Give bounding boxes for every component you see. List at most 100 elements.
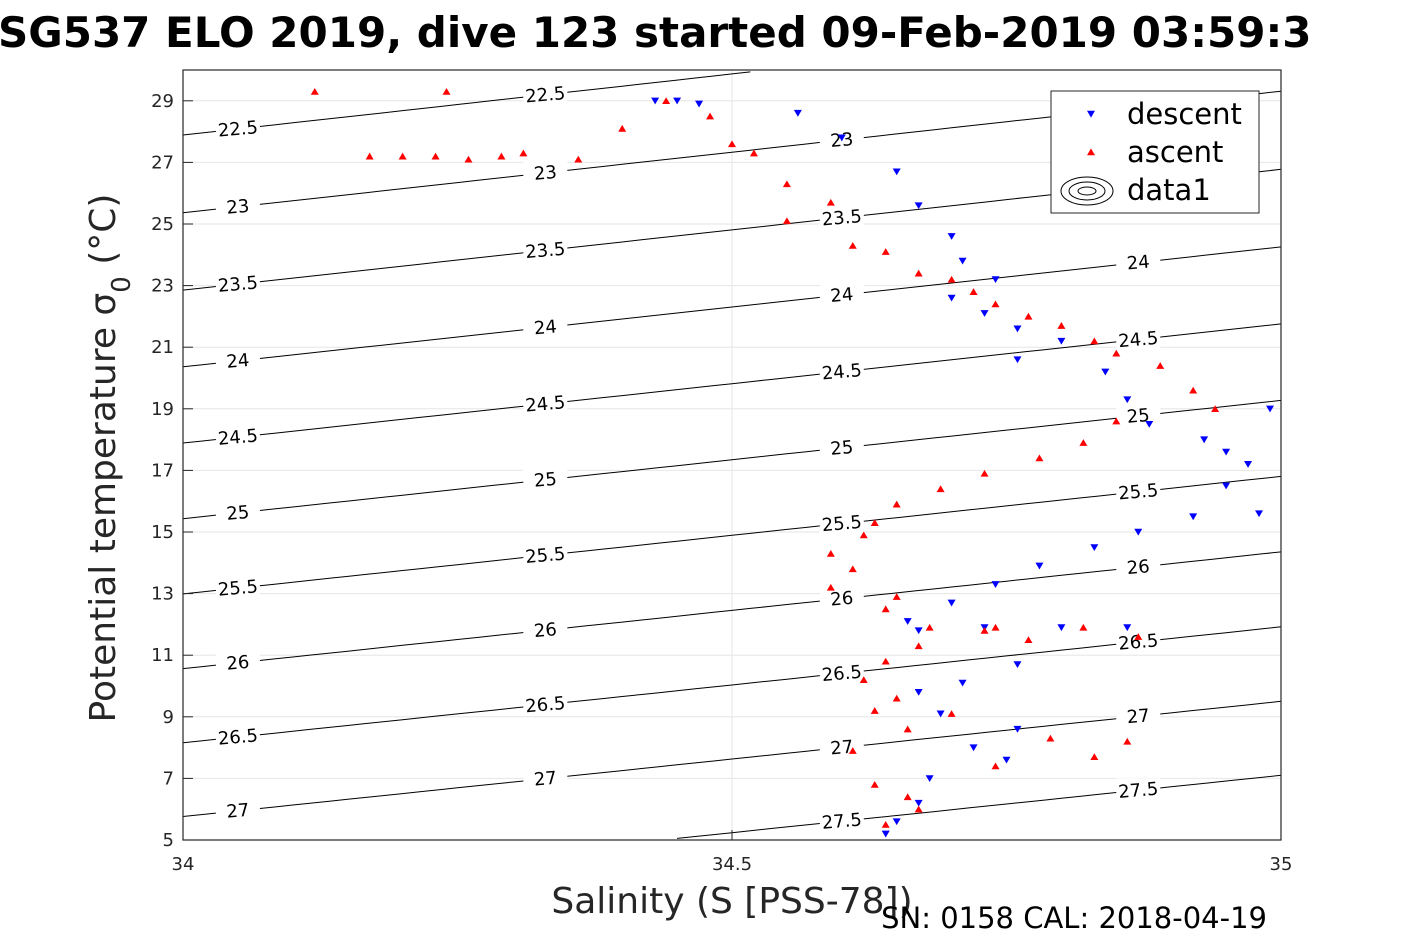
ascent-point — [892, 694, 901, 702]
contour-label: 24.5 — [525, 392, 567, 416]
contour-label-bg — [215, 725, 260, 748]
legend-contour-marker — [1077, 186, 1097, 196]
y-tick-label: 5 — [163, 830, 174, 851]
contour-label: 27.5 — [1117, 779, 1159, 803]
ascent-point — [914, 805, 923, 813]
ascent-point — [1090, 753, 1099, 761]
ascent-point — [782, 180, 791, 188]
ascent-point — [925, 623, 934, 631]
descent-point — [1035, 562, 1044, 570]
ascent-point — [1123, 737, 1132, 745]
contour-label-bg — [523, 160, 568, 183]
ascent-point — [903, 725, 912, 733]
descent-point — [1222, 448, 1231, 456]
ascent-point — [826, 549, 835, 557]
contour-label-bg — [819, 809, 864, 832]
descent-point — [958, 679, 967, 687]
y-tick-label: 7 — [163, 768, 174, 789]
y-tick-label: 25 — [151, 214, 174, 235]
descent-point — [892, 818, 901, 826]
contour-label-bg — [819, 359, 864, 382]
contour-label-bg — [215, 116, 260, 139]
ascent-point — [892, 593, 901, 600]
legend-contour-marker — [1068, 181, 1106, 201]
contour-label: 24.5 — [1117, 328, 1159, 352]
ascent-point — [662, 97, 671, 104]
contour-label: 25 — [1126, 405, 1151, 428]
legend-contour-marker — [1060, 176, 1114, 206]
descent-point — [947, 294, 956, 302]
descent-point — [936, 710, 945, 718]
contour-label-bg — [215, 194, 260, 217]
contour-label: 25.5 — [821, 512, 863, 536]
ascent-point — [1046, 734, 1055, 742]
descent-point — [914, 627, 923, 635]
contour-label-bg — [523, 238, 568, 261]
contour-line — [182, 246, 1282, 368]
legend-descent-marker — [1087, 110, 1095, 118]
y-tick-label: 29 — [151, 91, 174, 112]
contour-label-bg — [1116, 403, 1161, 426]
x-tick-label: 35 — [1270, 854, 1293, 875]
ascent-point — [464, 155, 473, 163]
ascent-point — [497, 152, 506, 160]
descent-point — [1013, 325, 1022, 333]
descent-point — [947, 233, 956, 240]
contour-label-bg — [819, 661, 864, 684]
ascent-point — [947, 275, 956, 283]
ascent-point — [706, 112, 715, 120]
contour-label-bg — [523, 315, 568, 338]
descent-point — [914, 799, 923, 807]
contour-label: 25.5 — [525, 544, 567, 568]
ascent-point — [574, 155, 583, 163]
descent-point — [793, 109, 802, 117]
descent-point — [1123, 396, 1132, 404]
contour-label: 22.5 — [217, 117, 259, 141]
contour-label-bg — [1116, 704, 1161, 727]
contour-label: 25 — [533, 469, 558, 492]
descent-point — [1244, 461, 1253, 468]
ascent-point — [914, 269, 923, 277]
ascent-point — [749, 149, 758, 157]
ascent-point — [859, 676, 868, 684]
legend: descent ascent data1 — [1050, 90, 1260, 214]
contour-label-bg — [523, 618, 568, 641]
descent-point — [673, 97, 682, 105]
descent-point — [837, 134, 846, 142]
contour-label-bg — [1116, 479, 1161, 502]
contour-label: 25 — [226, 502, 251, 525]
legend-ascent-label: ascent — [1127, 135, 1223, 169]
descent-point — [914, 688, 923, 696]
contour-label: 26 — [226, 652, 251, 675]
descent-point — [925, 775, 934, 782]
contour-label: 25 — [830, 437, 855, 460]
ascent-point — [881, 657, 890, 665]
contour-label: 23.5 — [525, 239, 567, 263]
contour-label: 25.5 — [217, 576, 259, 600]
contour-label: 23 — [226, 196, 251, 219]
contour-label: 25.5 — [1117, 480, 1159, 504]
contour-label-bg — [215, 576, 260, 599]
contour-label-bg — [1116, 778, 1161, 801]
contour-label-bg — [215, 425, 260, 448]
ascent-point — [870, 519, 879, 526]
contour-label: 27 — [533, 768, 558, 791]
chart-title: SG537 ELO 2019, dive 123 started 09-Feb-… — [0, 8, 1311, 57]
ascent-point — [1211, 405, 1220, 412]
contour-label: 24.5 — [217, 425, 259, 449]
contour-label-bg — [215, 500, 260, 523]
y-tick-label: 13 — [151, 584, 174, 605]
contour-label-bg — [215, 650, 260, 673]
ascent-point — [431, 152, 440, 160]
contour-label: 23.5 — [821, 206, 863, 230]
contour-label-bg — [523, 391, 568, 414]
descent-point — [1013, 661, 1022, 669]
ascent-point — [1112, 349, 1121, 357]
descent-point — [1090, 544, 1099, 551]
ascent-point — [728, 140, 736, 148]
contour-label: 27 — [226, 800, 251, 823]
y-tick-label: 11 — [151, 645, 174, 666]
descent-point — [1002, 756, 1011, 764]
contour-label-bg — [1116, 629, 1161, 652]
contour-label: 26.5 — [217, 725, 259, 749]
